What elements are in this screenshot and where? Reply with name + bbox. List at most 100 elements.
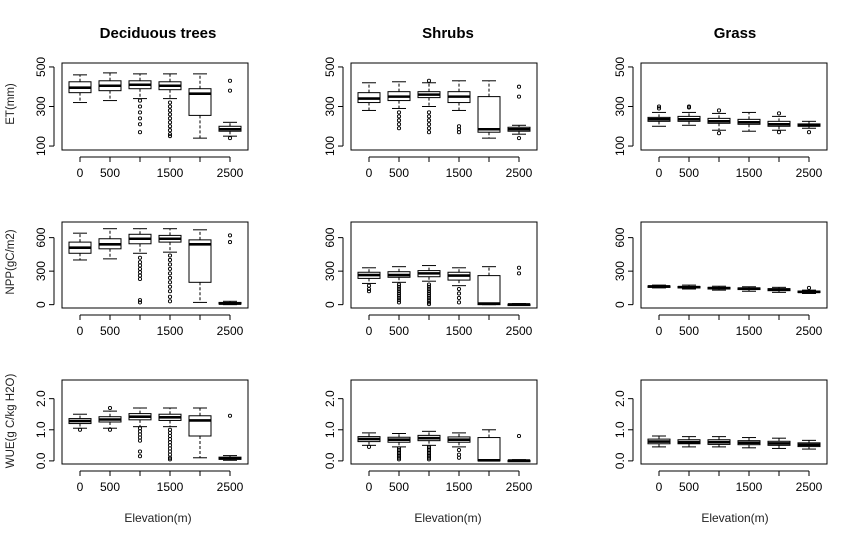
y-tick-label-et-deciduous-trees-1: 300	[34, 96, 48, 116]
x-tick-label-wue-deciduous-trees-2500: 2500	[217, 480, 244, 494]
x-tick-label-et-grass-500: 500	[679, 166, 699, 180]
outlier-point-npp-shrubs-1000-6	[426, 295, 432, 300]
outlier-point-et-deciduous-trees-1000-3	[137, 116, 143, 121]
outlier-point-et-grass-0-0	[656, 104, 662, 109]
xlabel-deciduous-trees: Elevation(m)	[124, 511, 191, 525]
outlier-point-npp-grass-2500-0	[806, 285, 812, 290]
outlier-point-et-deciduous-trees-2500-1	[227, 88, 233, 93]
outlier-point-npp-shrubs-1000-0	[426, 282, 432, 287]
outlier-point-npp-shrubs-1500-0	[456, 286, 462, 292]
panel-frame-npp-grass	[640, 221, 828, 309]
outlier-point-wue-deciduous-trees-500-0	[107, 405, 113, 411]
x-tick-label-npp-shrubs-0: 0	[366, 324, 373, 338]
x-tick-label-et-deciduous-trees-0: 0	[77, 166, 84, 180]
outlier-point-npp-deciduous-trees-1500-8	[167, 289, 173, 294]
outlier-point-npp-deciduous-trees-1000-8	[137, 300, 143, 305]
x-tick-label-et-grass-0: 0	[656, 166, 663, 180]
outlier-point-npp-deciduous-trees-1000-2	[137, 263, 143, 268]
outlier-point-et-deciduous-trees-1500-7	[167, 128, 173, 133]
outlier-point-et-shrubs-1500-2	[456, 130, 462, 135]
outlier-point-wue-shrubs-1500-0	[456, 447, 462, 453]
y-tick-label-wue-grass-2: 2.0	[613, 390, 627, 407]
x-tick-label-wue-deciduous-trees-0: 0	[77, 480, 84, 494]
outlier-point-wue-shrubs-500-6	[396, 455, 402, 460]
x-tick-label-et-shrubs-1500: 1500	[446, 166, 473, 180]
outlier-point-et-deciduous-trees-1000-5	[137, 130, 143, 135]
x-tick-label-wue-grass-1500: 1500	[736, 480, 763, 494]
x-tick-label-npp-deciduous-trees-1500: 1500	[157, 324, 184, 338]
outlier-point-et-deciduous-trees-1500-0	[167, 100, 173, 105]
outlier-point-npp-shrubs-1000-9	[426, 302, 432, 307]
outlier-point-npp-shrubs-1500-3	[456, 300, 462, 305]
outlier-point-npp-shrubs-500-0	[396, 282, 402, 287]
outlier-point-npp-shrubs-500-1	[396, 284, 402, 289]
x-tick-label-npp-grass-0: 0	[656, 324, 663, 338]
outlier-point-npp-deciduous-trees-1500-7	[167, 284, 173, 289]
x-tick-label-wue-shrubs-1500: 1500	[446, 480, 473, 494]
y-tick-label-npp-shrubs-0: 0	[323, 301, 337, 308]
panel-frame-wue-deciduous-trees	[61, 379, 249, 465]
outlier-point-et-shrubs-500-4	[396, 126, 402, 131]
outlier-point-wue-shrubs-500-7	[396, 457, 402, 462]
panel-frame-npp-deciduous-trees	[61, 221, 249, 309]
outlier-point-wue-shrubs-1500-2	[456, 455, 462, 460]
outlier-point-npp-shrubs-1000-5	[426, 293, 432, 298]
outlier-point-npp-shrubs-1000-2	[426, 286, 432, 292]
x-tick-label-npp-grass-500: 500	[679, 324, 699, 338]
panel-frame-wue-shrubs	[350, 379, 538, 465]
x-tick-label-et-grass-1500: 1500	[736, 166, 763, 180]
y-tick-label-et-deciduous-trees-0: 100	[34, 136, 48, 156]
outlier-point-et-deciduous-trees-1000-0	[137, 98, 143, 103]
outlier-point-npp-shrubs-1500-1	[456, 291, 462, 296]
outlier-point-npp-deciduous-trees-1500-5	[167, 275, 173, 280]
y-tick-label-npp-shrubs-1: 300	[323, 261, 337, 281]
y-tick-label-wue-deciduous-trees-2: 2.0	[34, 390, 48, 407]
outlier-point-npp-deciduous-trees-1000-7	[137, 298, 143, 303]
y-tick-label-npp-grass-1: 300	[613, 261, 627, 281]
outlier-point-et-deciduous-trees-1500-3	[167, 112, 173, 117]
outlier-point-npp-shrubs-500-5	[396, 293, 402, 298]
outlier-point-npp-deciduous-trees-1500-6	[167, 280, 173, 285]
outlier-point-et-deciduous-trees-1000-1	[137, 104, 143, 109]
column-title-shrubs: Shrubs	[422, 25, 474, 42]
box-et-deciduous-trees-2000	[188, 88, 212, 116]
outlier-point-npp-deciduous-trees-1000-4	[137, 270, 143, 275]
xlabel-shrubs: Elevation(m)	[414, 511, 481, 525]
x-tick-label-et-shrubs-500: 500	[389, 166, 409, 180]
row-ylabel-wue: WUE(g C/kg H2O)	[5, 374, 17, 469]
x-tick-label-npp-deciduous-trees-500: 500	[100, 324, 120, 338]
outlier-point-et-shrubs-1000-3	[426, 118, 432, 123]
column-title-deciduous-trees: Deciduous trees	[100, 25, 217, 42]
outlier-point-npp-shrubs-500-4	[396, 291, 402, 296]
outlier-point-npp-deciduous-trees-1000-3	[137, 266, 143, 271]
outlier-point-wue-deciduous-trees-1500-9	[167, 455, 173, 460]
x-tick-label-wue-shrubs-2500: 2500	[506, 480, 533, 494]
x-tick-label-wue-grass-2500: 2500	[796, 480, 823, 494]
panel-frame-et-grass	[640, 62, 828, 151]
outlier-point-et-deciduous-trees-1500-6	[167, 124, 173, 129]
y-tick-label-wue-deciduous-trees-0: 0.0	[34, 452, 48, 469]
x-tick-label-npp-grass-2500: 2500	[796, 324, 823, 338]
x-tick-label-npp-deciduous-trees-2500: 2500	[217, 324, 244, 338]
y-tick-label-et-grass-2: 500	[613, 57, 627, 77]
outlier-point-npp-shrubs-1000-1	[426, 284, 432, 289]
outlier-point-et-shrubs-1000-4	[426, 122, 432, 127]
outlier-point-et-shrubs-1000-6	[426, 130, 432, 135]
y-tick-label-et-shrubs-2: 500	[323, 57, 337, 77]
outlier-point-et-shrubs-2500-0	[516, 84, 522, 89]
y-tick-label-npp-shrubs-2: 600	[323, 227, 337, 247]
y-tick-label-npp-deciduous-trees-1: 300	[34, 261, 48, 281]
outlier-point-wue-shrubs-2500-0	[516, 433, 522, 439]
box-et-shrubs-2000	[477, 96, 501, 133]
x-tick-label-wue-deciduous-trees-1500: 1500	[157, 480, 184, 494]
outlier-point-npp-deciduous-trees-1500-3	[167, 266, 173, 271]
outlier-point-et-grass-1000-0	[716, 108, 722, 113]
outlier-point-npp-shrubs-1500-2	[456, 295, 462, 300]
outlier-point-wue-deciduous-trees-1000-5	[137, 449, 143, 454]
outlier-point-npp-shrubs-500-3	[396, 289, 402, 294]
x-tick-label-npp-shrubs-2500: 2500	[506, 324, 533, 338]
outlier-point-et-shrubs-1000-1	[426, 110, 432, 115]
y-tick-label-npp-deciduous-trees-2: 600	[34, 227, 48, 247]
box-wue-shrubs-2000	[477, 437, 501, 462]
